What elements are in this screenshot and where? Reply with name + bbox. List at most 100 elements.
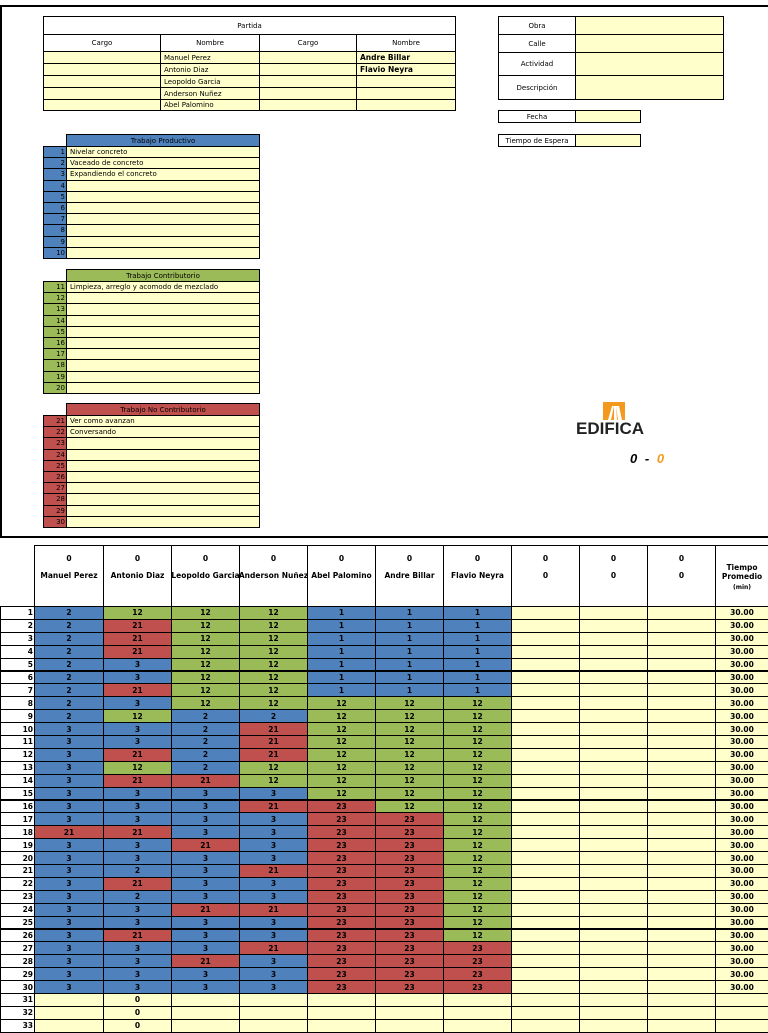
observation-cell[interactable]: 2 <box>34 644 104 659</box>
observation-cell[interactable]: 21 <box>103 644 172 659</box>
observation-cell[interactable] <box>647 928 716 943</box>
observation-cell[interactable]: 12 <box>239 773 308 788</box>
observation-cell[interactable]: 3 <box>34 980 104 994</box>
partida-cargo-cell[interactable] <box>43 99 161 111</box>
observation-cell[interactable]: 12 <box>443 864 512 878</box>
observation-cell[interactable]: 23 <box>307 941 376 956</box>
observation-cell[interactable]: 12 <box>307 773 376 788</box>
observation-cell[interactable] <box>579 709 648 724</box>
observation-cell[interactable]: 12 <box>171 644 240 659</box>
observation-cell[interactable]: 12 <box>443 735 512 749</box>
observation-cell[interactable] <box>511 670 580 685</box>
observation-cell[interactable]: 2 <box>34 631 104 646</box>
observation-cell[interactable]: 3 <box>34 915 104 930</box>
observation-cell[interactable]: 2 <box>34 709 104 724</box>
observation-cell[interactable]: 23 <box>307 889 376 904</box>
observation-cell[interactable] <box>171 1005 240 1020</box>
observation-cell[interactable]: 3 <box>171 928 240 943</box>
observation-cell[interactable] <box>511 993 580 1007</box>
observation-cell[interactable] <box>511 799 580 814</box>
observation-cell[interactable] <box>375 1005 444 1020</box>
observation-cell[interactable]: 3 <box>239 786 308 801</box>
observation-cell[interactable] <box>579 799 648 814</box>
observation-cell[interactable]: 1 <box>307 683 376 698</box>
observation-cell[interactable] <box>511 696 580 711</box>
observation-cell[interactable] <box>579 825 648 840</box>
observation-cell[interactable] <box>511 967 580 982</box>
observation-cell[interactable]: 3 <box>103 696 172 711</box>
observation-cell[interactable]: 21 <box>103 928 172 943</box>
observation-cell[interactable] <box>511 786 580 801</box>
observation-cell[interactable]: 1 <box>375 618 444 633</box>
observation-cell[interactable]: 12 <box>443 915 512 930</box>
observation-cell[interactable]: 3 <box>171 941 240 956</box>
observation-cell[interactable]: 3 <box>34 876 104 891</box>
observation-cell[interactable] <box>579 838 648 853</box>
observation-cell[interactable]: 3 <box>239 954 308 969</box>
observation-cell[interactable]: 12 <box>239 606 308 620</box>
observation-cell[interactable]: 12 <box>239 618 308 633</box>
observation-cell[interactable]: 12 <box>307 786 376 801</box>
observation-cell[interactable] <box>511 864 580 878</box>
observation-cell[interactable]: 12 <box>307 735 376 749</box>
observation-cell[interactable] <box>647 954 716 969</box>
observation-cell[interactable]: 1 <box>307 618 376 633</box>
observation-cell[interactable] <box>511 876 580 891</box>
observation-cell[interactable]: 3 <box>34 864 104 878</box>
observation-cell[interactable] <box>579 606 648 620</box>
observation-cell[interactable] <box>579 928 648 943</box>
observation-cell[interactable]: 1 <box>443 618 512 633</box>
observation-cell[interactable] <box>579 954 648 969</box>
observation-cell[interactable]: 12 <box>171 696 240 711</box>
observation-cell[interactable] <box>579 618 648 633</box>
observation-cell[interactable] <box>511 760 580 775</box>
observation-cell[interactable] <box>511 657 580 672</box>
observation-cell[interactable]: 2 <box>171 735 240 749</box>
observation-cell[interactable]: 3 <box>103 902 172 917</box>
observation-cell[interactable]: 1 <box>375 670 444 685</box>
observation-cell[interactable]: 3 <box>239 838 308 853</box>
observation-cell[interactable]: 3 <box>34 928 104 943</box>
observation-cell[interactable]: 23 <box>375 941 444 956</box>
observation-cell[interactable] <box>443 993 512 1007</box>
observation-cell[interactable]: 3 <box>171 915 240 930</box>
observation-cell[interactable]: 23 <box>375 954 444 969</box>
observation-cell[interactable]: 12 <box>375 709 444 724</box>
observation-cell[interactable]: 12 <box>171 657 240 672</box>
observation-cell[interactable]: 23 <box>307 928 376 943</box>
observation-cell[interactable]: 23 <box>443 967 512 982</box>
observation-cell[interactable]: 23 <box>375 967 444 982</box>
observation-cell[interactable]: 23 <box>375 902 444 917</box>
observation-cell[interactable]: 3 <box>103 812 172 827</box>
observation-cell[interactable]: 21 <box>239 902 308 917</box>
observation-cell[interactable] <box>579 1005 648 1020</box>
observation-cell[interactable]: 3 <box>171 876 240 891</box>
observation-cell[interactable] <box>511 915 580 930</box>
observation-cell[interactable] <box>647 902 716 917</box>
observation-cell[interactable] <box>647 1005 716 1020</box>
observation-cell[interactable]: 3 <box>34 838 104 853</box>
observation-cell[interactable] <box>511 606 580 620</box>
observation-cell[interactable] <box>511 928 580 943</box>
observation-cell[interactable]: 3 <box>239 928 308 943</box>
observation-cell[interactable] <box>647 980 716 994</box>
observation-cell[interactable] <box>579 631 648 646</box>
observation-cell[interactable]: 2 <box>34 696 104 711</box>
observation-cell[interactable] <box>647 618 716 633</box>
observation-cell[interactable]: 23 <box>375 812 444 827</box>
observation-cell[interactable]: 12 <box>443 747 512 762</box>
observation-cell[interactable]: 2 <box>103 889 172 904</box>
observation-cell[interactable]: 3 <box>103 838 172 853</box>
observation-cell[interactable]: 12 <box>239 670 308 685</box>
observation-cell[interactable] <box>34 1005 104 1020</box>
observation-cell[interactable] <box>647 735 716 749</box>
observation-cell[interactable] <box>511 941 580 956</box>
observation-cell[interactable]: 12 <box>307 722 376 736</box>
observation-cell[interactable]: 3 <box>34 954 104 969</box>
observation-cell[interactable]: 23 <box>375 864 444 878</box>
observation-cell[interactable]: 3 <box>239 889 308 904</box>
observation-cell[interactable]: 1 <box>307 670 376 685</box>
observation-cell[interactable]: 12 <box>443 786 512 801</box>
observation-cell[interactable] <box>443 1018 512 1033</box>
observation-cell[interactable]: 12 <box>443 812 512 827</box>
